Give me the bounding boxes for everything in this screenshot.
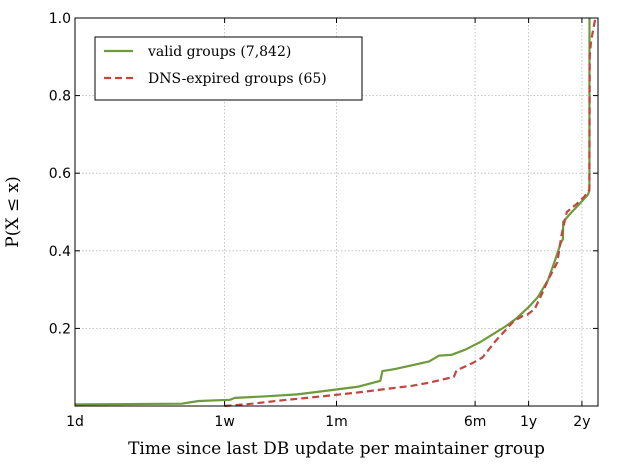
legend-label: DNS-expired groups (65) <box>148 71 327 87</box>
y-tick-label: 0.2 <box>49 321 71 337</box>
x-tick-label: 1m <box>325 414 348 430</box>
x-tick-label: 1w <box>214 414 234 430</box>
y-tick-label: 0.4 <box>49 244 71 260</box>
x-tick-label: 2y <box>573 414 590 430</box>
x-axis-label: Time since last DB update per maintainer… <box>128 439 545 459</box>
x-tick-label: 1d <box>66 414 84 430</box>
y-axis-label: P(X ≤ x) <box>3 176 23 247</box>
legend-label: valid groups (7,842) <box>147 44 291 60</box>
series-line-0 <box>74 17 591 406</box>
x-tick-label: 1y <box>520 414 537 430</box>
tick-layer: 1d 1w 1m 6m 1y 2y 0.2 0.4 0.6 0.8 1.0 <box>49 11 598 430</box>
legend: valid groups (7,842) DNS-expired groups (… <box>94 36 363 101</box>
y-tick-label: 0.8 <box>49 89 71 105</box>
series-layer <box>74 17 597 408</box>
series-line-1 <box>224 17 597 408</box>
y-tick-label: 1.0 <box>49 11 71 27</box>
y-tick-label: 0.6 <box>49 166 71 182</box>
x-tick-label: 6m <box>464 414 487 430</box>
legend-box <box>94 36 363 101</box>
